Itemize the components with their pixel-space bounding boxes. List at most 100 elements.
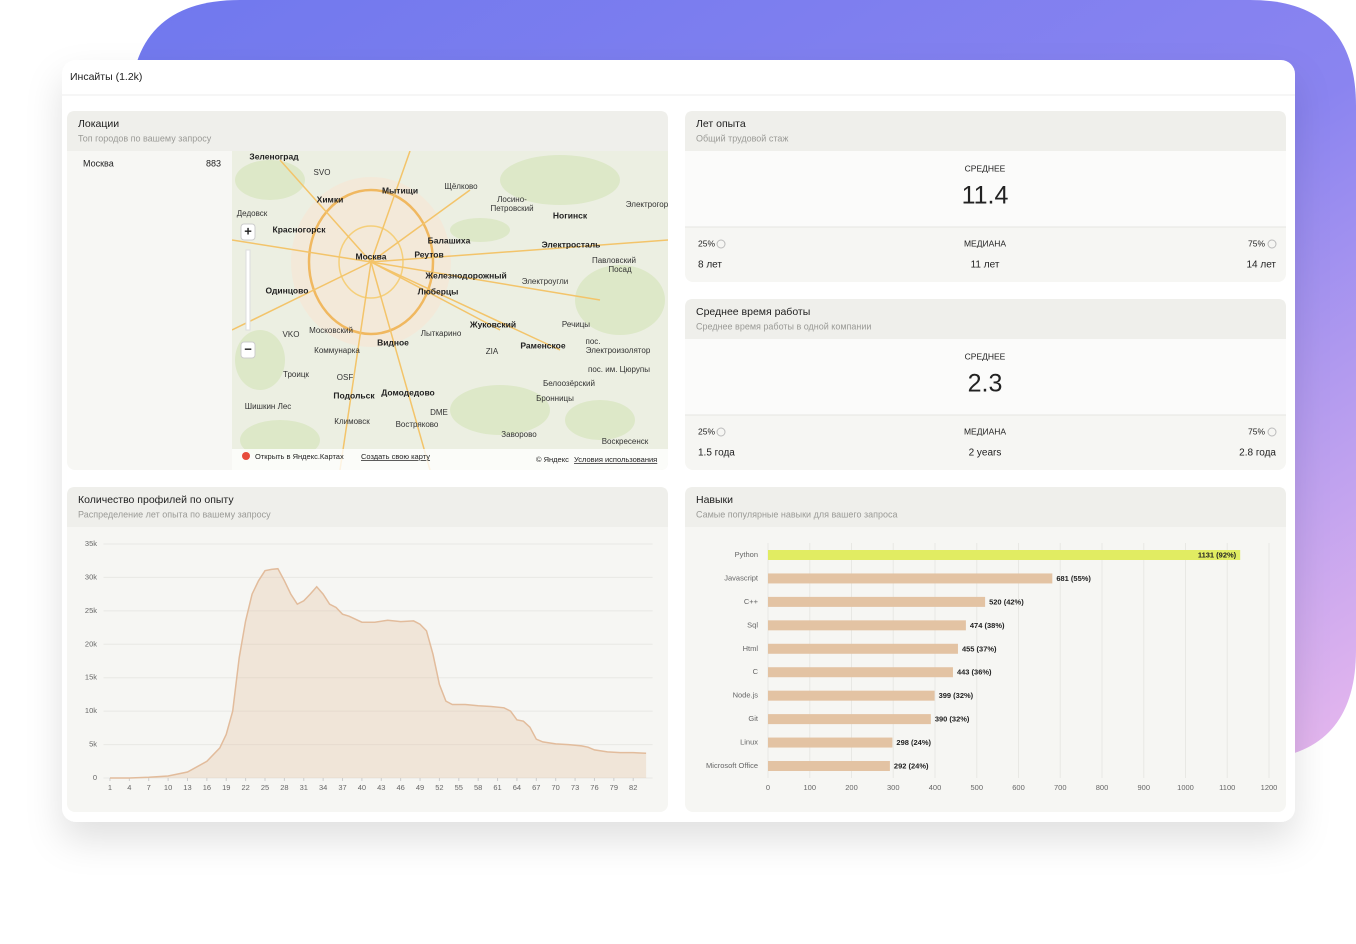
map-label: DME (430, 408, 448, 417)
x-tick-label: 58 (474, 783, 482, 792)
info-icon (1267, 239, 1277, 249)
y-tick-label: 5k (89, 740, 97, 749)
x-tick-label: 40 (358, 783, 366, 792)
map-open-link[interactable]: Открыть в Яндекс.Картах (255, 452, 344, 461)
map-label: Жуковский (469, 319, 516, 329)
value-label: 399 (32%) (939, 691, 974, 700)
map-label: Люберцы (418, 286, 459, 296)
bar (768, 643, 958, 654)
x-tick-label: 37 (338, 783, 346, 792)
stat-top (685, 151, 1286, 227)
y-tick-label: 35k (85, 539, 97, 548)
x-tick-label: 300 (887, 783, 900, 792)
x-tick-label: 900 (1137, 783, 1150, 792)
x-tick-label: 600 (1012, 783, 1025, 792)
panel-header (67, 487, 668, 527)
x-tick-label: 49 (416, 783, 424, 792)
x-tick-label: 82 (629, 783, 637, 792)
p75-value: 14 лет (1246, 260, 1276, 271)
map-label: Павловский (592, 256, 636, 265)
x-tick-label: 400 (929, 783, 942, 792)
map-label: Посад (608, 265, 632, 274)
value-label: 298 (24%) (896, 738, 931, 747)
map-label: Шишкин Лес (245, 402, 292, 411)
x-tick-label: 25 (261, 783, 269, 792)
value-label: 474 (38%) (970, 621, 1005, 630)
panel-subtitle: Самые популярные навыки для вашего запро… (696, 509, 898, 519)
svg-text:−: − (244, 341, 252, 356)
info-icon (1267, 427, 1277, 437)
category-label: Html (743, 644, 759, 653)
x-tick-label: 500 (970, 783, 983, 792)
page-title: Инсайты (1.2k) (70, 71, 142, 83)
map-label: Раменское (520, 340, 565, 350)
map-label: Климовск (334, 417, 370, 426)
bar (768, 690, 935, 701)
median-value: 11 лет (971, 260, 1000, 271)
p75-value: 2.8 года (1239, 448, 1276, 459)
panel-subtitle: Среднее время работы в одной компании (696, 321, 871, 331)
map-label: Реутов (414, 249, 443, 259)
value-label: 1131 (92%) (1198, 550, 1237, 559)
map-label: Красногорск (273, 224, 327, 234)
map-label: Речицы (562, 320, 590, 329)
x-tick-label: 31 (300, 783, 308, 792)
p25-label: 25% (698, 238, 715, 248)
category-label: Python (735, 550, 758, 559)
map-label: Петровский (490, 204, 533, 213)
x-tick-label: 19 (222, 783, 230, 792)
x-tick-label: 800 (1096, 783, 1109, 792)
category-label: Git (748, 714, 759, 723)
category-label: Javascript (724, 573, 759, 582)
x-tick-label: 16 (203, 783, 211, 792)
median-label: МЕДИАНА (964, 426, 1006, 436)
map-label: Заворово (501, 430, 537, 439)
map-label: Электрогор (626, 200, 669, 209)
map-label: VKO (283, 330, 300, 339)
x-tick-label: 52 (435, 783, 443, 792)
bar (768, 761, 890, 771)
info-icon (716, 427, 726, 437)
panel-subtitle: Общий трудовой стаж (696, 133, 788, 143)
p25-value: 8 лет (698, 260, 722, 271)
map-label: Видное (377, 337, 409, 347)
map-label: Зеленоград (249, 151, 299, 161)
y-tick-label: 15k (85, 673, 97, 682)
mean-label: СРЕДНЕЕ (965, 351, 1006, 361)
map[interactable]: + − Зеленоград SVO Мытищи Щёлково Химки Лосин… (232, 151, 669, 470)
p25-value: 1.5 года (698, 448, 735, 459)
panel-title: Лет опыта (696, 118, 746, 130)
city-name: Москва (83, 158, 114, 168)
value-label: 520 (42%) (989, 597, 1024, 606)
x-tick-label: 67 (532, 783, 540, 792)
value-label: 443 (36%) (957, 668, 992, 677)
x-tick-label: 34 (319, 783, 327, 792)
panel-subtitle: Распределение лет опыта по вашему запрос… (78, 509, 271, 519)
x-tick-label: 100 (803, 783, 816, 792)
map-terms[interactable]: Условия использования (574, 455, 657, 464)
panel-title: Среднее время работы (696, 306, 810, 318)
map-label: Востряково (396, 420, 439, 429)
panel-header (685, 487, 1286, 527)
stat-top (685, 339, 1286, 415)
panel (685, 487, 1286, 812)
map-label: Электроугли (522, 277, 569, 286)
map-label: OSF (337, 373, 354, 382)
map-label: Электросталь (542, 239, 601, 249)
x-tick-label: 55 (455, 783, 463, 792)
map-create-link[interactable]: Создать свою карту (361, 452, 430, 461)
value-label: 390 (32%) (935, 715, 970, 724)
svg-text:+: + (244, 223, 252, 238)
bar (768, 714, 931, 725)
x-tick-label: 13 (183, 783, 191, 792)
map-copyright: © Яндекс (536, 455, 569, 464)
area-line (110, 567, 647, 779)
panel-title: Навыки (696, 494, 733, 506)
map-label: Одинцово (266, 285, 309, 295)
map-label: Коммунарка (314, 346, 360, 355)
map-label: Щёлково (444, 182, 478, 191)
category-label: Microsoft Office (706, 761, 758, 770)
x-tick-label: 1100 (1219, 783, 1235, 792)
map-label: Ногинск (553, 210, 588, 220)
